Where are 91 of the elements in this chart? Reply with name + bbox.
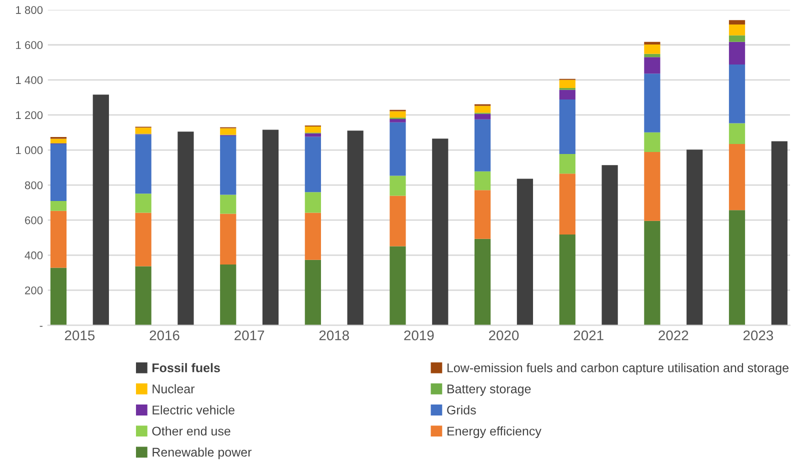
bar (559, 100, 576, 154)
x-tick-label: 2015 (64, 330, 95, 340)
bar (728, 42, 746, 65)
x-tick-label: 2017 (234, 330, 264, 340)
bar (474, 190, 491, 239)
y-tick-label: 1 800 (16, 6, 43, 14)
bar (728, 35, 746, 42)
bar (135, 266, 152, 326)
bar (220, 194, 236, 214)
bar (728, 20, 746, 25)
bar (262, 130, 279, 326)
bar (602, 165, 618, 326)
bar (728, 64, 746, 124)
bar (644, 220, 660, 326)
bar (644, 132, 660, 152)
bar (516, 178, 534, 326)
legend-label: Energy efficiency (448, 426, 542, 438)
x-tick-label: 2022 (658, 330, 688, 340)
bar (432, 138, 448, 326)
bar (50, 138, 67, 144)
bar (390, 119, 406, 122)
y-tick-label: 1 000 (16, 146, 43, 154)
bar (304, 260, 321, 326)
x-tick-label: 2023 (743, 330, 774, 340)
y-tick-label: 1 200 (16, 111, 43, 120)
bar (135, 212, 152, 266)
bar (474, 238, 491, 326)
legend-label: Battery storage (448, 384, 531, 396)
bar (686, 150, 703, 326)
bar (559, 80, 576, 88)
bar (92, 94, 109, 326)
bar (559, 90, 576, 100)
bar (728, 144, 746, 210)
bar (220, 136, 236, 195)
bar (474, 119, 491, 172)
bar (644, 54, 660, 58)
bar (50, 268, 67, 326)
bar (135, 128, 152, 134)
bar (644, 42, 660, 45)
bar (178, 132, 194, 326)
bar (390, 176, 406, 196)
legend-label: Low-emission fuels and carbon capture utilisation and storage (448, 363, 788, 375)
bar (304, 126, 321, 133)
x-tick-label: 2018 (319, 330, 349, 340)
bar (644, 44, 660, 54)
legend-label: Nuclear (152, 384, 195, 394)
bar (50, 201, 67, 211)
legend-label: Fossil fuels (152, 363, 220, 372)
bar (474, 171, 491, 190)
bar (220, 264, 236, 326)
legend-label: Electric vehicle (152, 405, 234, 414)
legend-label: Grids (447, 405, 476, 414)
bar (135, 194, 152, 213)
y-tick-label: - (40, 326, 43, 327)
x-tick-label: 2019 (404, 330, 434, 340)
bar (644, 74, 660, 132)
bar (347, 130, 364, 326)
bar (304, 192, 321, 213)
bar (474, 106, 491, 113)
bar (390, 122, 406, 176)
bar (50, 144, 67, 202)
legend-label: Other end use (152, 426, 230, 436)
bar (559, 234, 576, 326)
bar (50, 210, 67, 268)
bar (728, 123, 746, 144)
x-tick-label: 2021 (574, 330, 604, 340)
bar (559, 154, 576, 174)
x-tick-label: 2016 (150, 330, 180, 340)
y-tick-label: 400 (24, 251, 43, 260)
y-tick-label: 200 (25, 286, 43, 294)
bar (304, 136, 321, 192)
y-tick-label: 1 400 (16, 76, 43, 84)
legend-label: Renewable power (152, 447, 252, 460)
bar (304, 212, 321, 260)
bar (644, 57, 660, 74)
bar (220, 214, 236, 264)
bar (390, 196, 406, 246)
bar (728, 210, 746, 326)
bar (135, 134, 152, 194)
bar (220, 128, 236, 135)
y-tick-label: 1 600 (16, 41, 43, 50)
bar (771, 141, 788, 326)
bar (474, 114, 491, 120)
y-tick-label: 600 (25, 216, 43, 224)
x-tick-label: 2020 (489, 330, 519, 340)
bar (559, 174, 576, 234)
bar (728, 24, 746, 36)
y-tick-label: 800 (24, 181, 43, 190)
bar (644, 152, 660, 221)
bar (390, 111, 406, 118)
bar (390, 246, 406, 326)
